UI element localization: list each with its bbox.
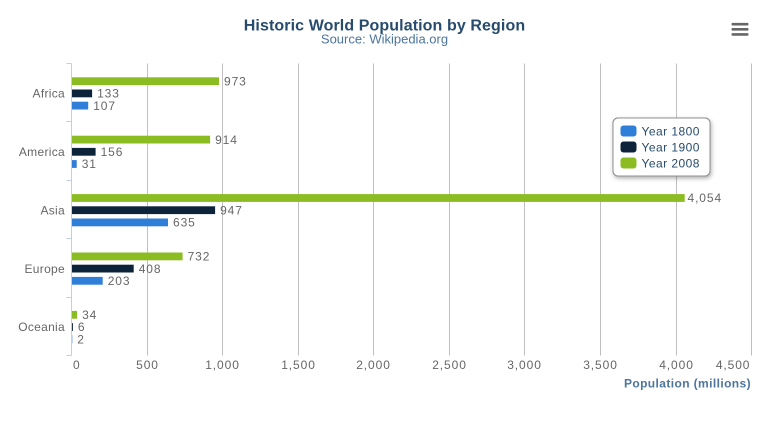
svg-text:156: 156 <box>101 145 124 159</box>
svg-text:Europe: Europe <box>25 262 66 276</box>
svg-text:Population (millions): Population (millions) <box>624 377 751 391</box>
svg-text:4,000: 4,000 <box>659 358 694 372</box>
svg-text:500: 500 <box>136 358 159 372</box>
svg-text:2: 2 <box>77 332 85 346</box>
svg-text:0: 0 <box>73 358 81 372</box>
svg-text:Oceania: Oceania <box>18 320 65 334</box>
svg-text:2,000: 2,000 <box>356 358 391 372</box>
svg-text:2,500: 2,500 <box>432 358 467 372</box>
svg-text:1,500: 1,500 <box>281 358 316 372</box>
svg-text:3,000: 3,000 <box>507 358 542 372</box>
svg-text:3,500: 3,500 <box>583 358 618 372</box>
svg-text:Source: Wikipedia.org: Source: Wikipedia.org <box>321 32 448 47</box>
svg-text:4,500: 4,500 <box>716 358 751 372</box>
svg-text:31: 31 <box>82 157 97 171</box>
svg-text:203: 203 <box>108 274 131 288</box>
svg-text:Year 2008: Year 2008 <box>642 157 700 171</box>
svg-text:4,054: 4,054 <box>688 191 723 205</box>
svg-text:914: 914 <box>215 133 238 147</box>
svg-text:947: 947 <box>220 203 243 217</box>
svg-text:Year 1900: Year 1900 <box>642 141 700 155</box>
svg-text:107: 107 <box>93 99 116 113</box>
svg-text:635: 635 <box>173 216 196 230</box>
svg-text:Year 1800: Year 1800 <box>642 125 700 139</box>
svg-text:1,000: 1,000 <box>205 358 240 372</box>
svg-text:732: 732 <box>188 250 211 264</box>
svg-text:Africa: Africa <box>33 87 65 101</box>
svg-text:Asia: Asia <box>40 203 65 217</box>
svg-text:973: 973 <box>224 74 247 88</box>
svg-text:408: 408 <box>139 262 162 276</box>
svg-text:America: America <box>19 145 65 159</box>
